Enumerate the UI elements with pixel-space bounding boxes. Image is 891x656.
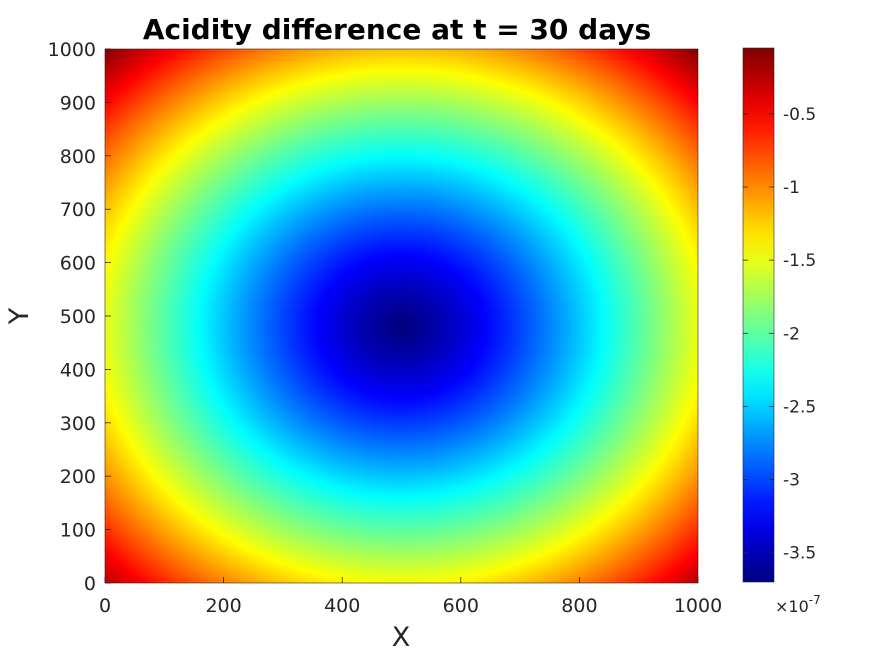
y-tick-label: 200 (60, 466, 96, 488)
x-tick-label: 0 (99, 595, 111, 617)
x-tick-label: 200 (205, 595, 241, 617)
y-tick-label: 600 (60, 253, 96, 275)
x-axis: 0 200 400 600 800 1000 (99, 577, 722, 617)
x-tick-label: 800 (561, 595, 597, 617)
x-tick-label: 1000 (674, 595, 722, 617)
chart-title: Acidity difference at t = 30 days (143, 13, 651, 46)
colorbar-tick-label: -3 (783, 471, 800, 491)
x-tick-label: 400 (324, 595, 360, 617)
colorbar-tick-label: -1 (783, 178, 800, 198)
colorbar-exponent: ×10-7 (775, 593, 821, 616)
colorbar-tick-label: -3.5 (783, 544, 816, 564)
y-tick-label: 700 (60, 199, 96, 221)
y-tick-label: 400 (60, 359, 96, 381)
colorbar-tick-label: -2 (783, 324, 800, 344)
y-axis-label: Y (4, 307, 35, 325)
y-tick-label: 800 (60, 146, 96, 168)
colorbar (742, 47, 775, 583)
y-axis: 0 100 200 300 400 500 600 700 800 900 1000 (48, 39, 111, 595)
y-tick-label: 900 (60, 92, 96, 114)
x-axis-label: X (392, 622, 411, 653)
heatmap-image (105, 49, 698, 583)
colorbar-ticks: -3.5 -3 -2.5 -2 -1.5 -1 -0.5 (743, 105, 816, 564)
colorbar-tick-label: -0.5 (783, 105, 816, 125)
y-tick-label: 1000 (48, 39, 96, 61)
colorbar-tick-label: -1.5 (783, 251, 816, 271)
colorbar-tick-label: -2.5 (783, 397, 816, 417)
y-tick-label: 0 (84, 573, 96, 595)
x-tick-label: 600 (443, 595, 479, 617)
y-tick-label: 500 (60, 306, 96, 328)
y-tick-label: 100 (60, 520, 96, 542)
y-tick-label: 300 (60, 413, 96, 435)
